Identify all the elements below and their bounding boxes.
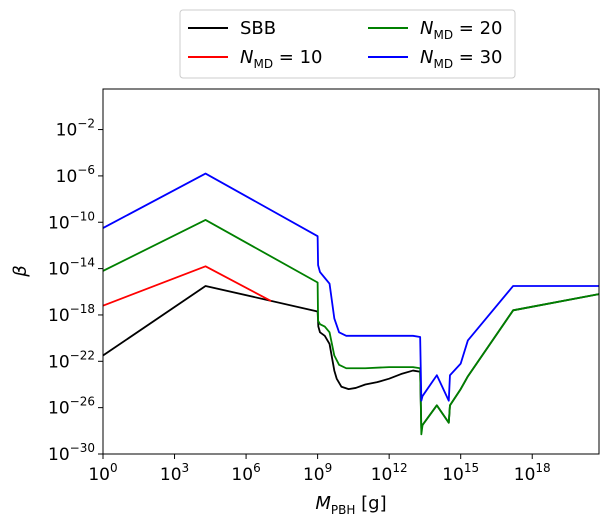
legend-label-nmd10: NMD = 10: [240, 47, 323, 71]
legend-label-nmd20: NMD = 20: [420, 18, 503, 42]
x-tick-label: 1018: [514, 461, 551, 485]
y-tick-label: 10−6: [56, 163, 95, 187]
y-axis-title: β: [10, 265, 31, 278]
y-tick-label: 10−10: [48, 209, 95, 233]
y-tick-label: 10−26: [48, 395, 95, 419]
x-tick-label: 100: [88, 461, 117, 485]
x-tick-label: 1015: [442, 461, 479, 485]
legend-box: [179, 9, 516, 79]
x-tick-label: 1012: [371, 461, 408, 485]
y-tick-label: 10−2: [56, 117, 95, 141]
y-tick-label: 10−30: [48, 441, 95, 465]
y-axis-ticks: 10−30 10−26 10−22 10−18 10−14 10−10 10−6 10−2: [48, 117, 103, 465]
y-tick-label: 10−22: [48, 348, 95, 372]
legend-label-sbb: SBB: [240, 18, 276, 39]
plot-frame: [102, 88, 600, 455]
x-axis-title: MPBH [g]: [315, 493, 386, 517]
x-tick-label: 106: [231, 461, 260, 485]
series-layer: [103, 172, 599, 436]
x-axis-ticks: 100 103 106 109 1012 1015 1018: [88, 454, 551, 485]
legend-label-nmd30: NMD = 30: [420, 47, 503, 71]
y-tick-label: 10−14: [48, 256, 95, 280]
series-line-1: [103, 265, 272, 307]
series-line-2: [103, 219, 599, 436]
y-tick-label: 10−18: [48, 302, 95, 326]
series-line-3: [103, 172, 599, 402]
legend: SBB NMD = 10 NMD = 20 NMD = 30: [179, 9, 516, 79]
x-tick-label: 103: [160, 461, 189, 485]
x-tick-label: 109: [303, 461, 332, 485]
